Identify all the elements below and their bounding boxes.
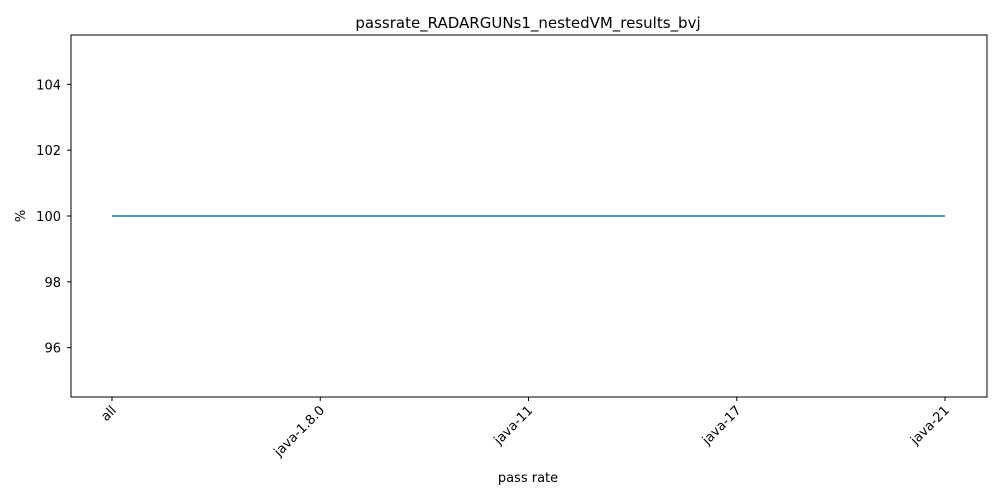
x-tick-label: java-21 [907, 403, 953, 449]
x-tick-label: java-11 [491, 403, 537, 449]
y-tick-label: 102 [36, 144, 61, 159]
x-axis-label: pass rate [498, 471, 558, 486]
plot-area: 96 98 100 102 104 all java-1.8.0 java-11 java-17… [36, 78, 953, 460]
y-axis-label: % [14, 210, 29, 222]
x-tick-label: java-17 [699, 403, 745, 449]
x-tick-label: all [98, 403, 119, 424]
y-tick-label: 98 [44, 276, 61, 291]
x-tick-label: java-1.8.0 [271, 403, 328, 460]
y-tick-label: 104 [36, 78, 61, 93]
y-tick-label: 96 [44, 342, 61, 357]
plot-frame [70, 34, 988, 398]
y-tick-label: 100 [36, 210, 61, 225]
chart-title: passrate_RADARGUNs1_nestedVM_results_bvj [355, 14, 700, 33]
